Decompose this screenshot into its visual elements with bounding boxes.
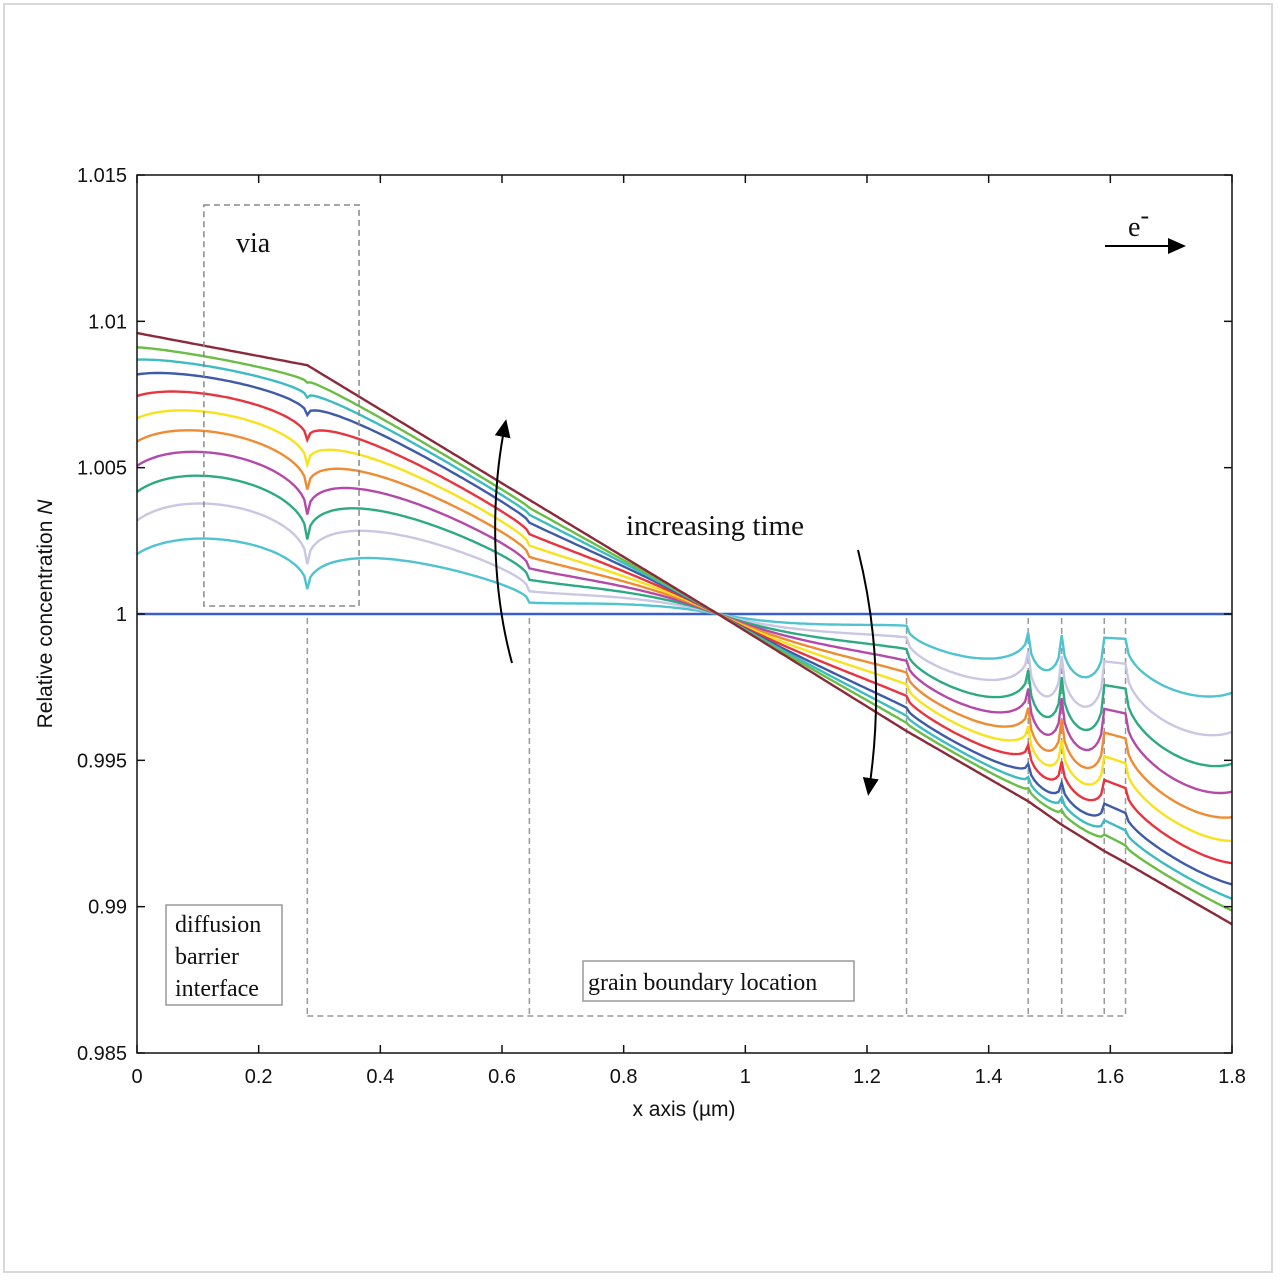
tick-labels: 0 0.2 0.4 0.6 0.8 1 1.2 1.4 1.6 1.8 0.985 0.99 0.995… xyxy=(77,165,1246,1088)
electron-superscript: - xyxy=(1140,201,1149,230)
x-tick-label: 0.2 xyxy=(245,1066,273,1088)
diffusion-barrier-line-1: diffusion xyxy=(175,912,261,938)
y-tick-label: 1 xyxy=(116,604,127,626)
annotations: via e- increasing time diffusion barrier… xyxy=(165,201,1186,1006)
electron-label: e- xyxy=(1128,201,1149,243)
diffusion-barrier-line-3: interface xyxy=(175,976,259,1002)
y-tick-label: 0.995 xyxy=(77,750,127,772)
y-tick-label: 1.005 xyxy=(77,458,127,480)
grain-boundary-box xyxy=(582,960,855,1002)
diffusion-barrier-line-2: barrier xyxy=(175,944,239,970)
axes xyxy=(136,174,1233,1054)
grain-boundary-lines xyxy=(306,618,1127,1017)
x-tick-label: 1.6 xyxy=(1096,1066,1124,1088)
series-line xyxy=(137,409,1232,843)
series-group xyxy=(137,331,1232,926)
series-line xyxy=(137,502,1232,737)
x-tick-label: 1 xyxy=(740,1066,751,1088)
x-tick-label: 0.6 xyxy=(488,1066,516,1088)
via-region-box xyxy=(203,204,360,607)
x-tick-label: 0 xyxy=(131,1066,142,1088)
y-axis-label-text: Relative concentration xyxy=(34,521,57,729)
x-tick-label: 1.4 xyxy=(975,1066,1003,1088)
x-tick-label: 0.8 xyxy=(610,1066,638,1088)
electron-symbol: e xyxy=(1128,212,1140,243)
increasing-time-arrow-down xyxy=(857,549,879,796)
x-tick-label: 1.2 xyxy=(853,1066,881,1088)
series-line xyxy=(137,537,1232,698)
y-axis-label-symbol: N xyxy=(34,499,57,515)
increasing-time-label: increasing time xyxy=(626,510,804,542)
x-axis-label: x axis (µm) xyxy=(632,1098,735,1121)
series-line xyxy=(137,429,1232,819)
series-line xyxy=(137,450,1232,795)
via-label: via xyxy=(236,228,271,259)
y-tick-label: 1.01 xyxy=(88,311,127,333)
diffusion-barrier-box xyxy=(165,904,283,1006)
y-axis-label: Relative concentration N xyxy=(34,499,57,729)
series-line xyxy=(137,346,1232,912)
series-line xyxy=(137,390,1232,865)
increasing-time-arrow-up xyxy=(494,419,513,664)
series-line xyxy=(137,474,1232,768)
x-tick-label: 1.8 xyxy=(1218,1066,1246,1088)
x-tick-label: 0.4 xyxy=(366,1066,394,1088)
y-tick-label: 0.99 xyxy=(88,897,127,919)
y-tick-label: 1.015 xyxy=(77,165,127,187)
y-tick-label: 0.985 xyxy=(77,1043,127,1065)
series-line xyxy=(137,331,1232,926)
grain-boundary-label: grain boundary location xyxy=(588,970,817,996)
